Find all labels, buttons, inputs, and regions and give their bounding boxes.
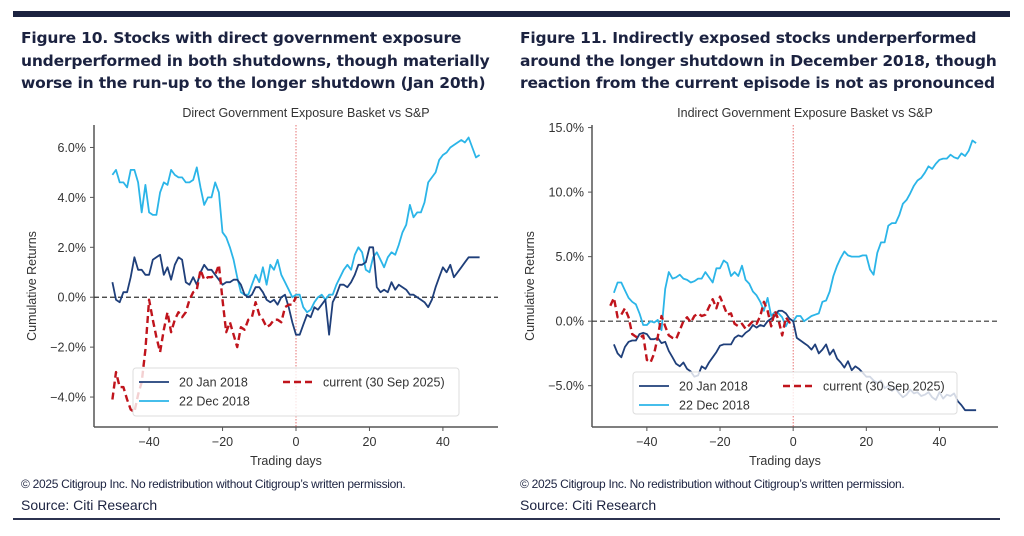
x-tick-label: 0 [790,435,797,449]
y-tick-label: −5.0% [548,379,584,393]
y-tick-label: 4.0% [58,191,87,205]
figure-10-source: Source: Citi Research [21,497,158,513]
x-tick-label: 40 [933,435,947,449]
chart-title: Direct Government Exposure Basket vs S&P [182,106,429,120]
y-axis-label: Cumulative Returns [523,231,537,341]
y-tick-label: 15.0% [549,121,584,135]
y-tick-label: 0.0% [58,291,87,305]
legend-label-dec2018: 22 Dec 2018 [179,395,250,409]
chart-title: Indirect Government Exposure Basket vs S… [677,106,933,120]
y-tick-label: 5.0% [556,250,585,264]
series-line-dec2018 [613,139,977,332]
figure-10-title: Figure 10. Stocks with direct government… [21,27,501,95]
y-tick-label: −4.0% [50,391,86,405]
title-line: worse in the run-up to the longer shutdo… [21,74,486,92]
legend-box [632,371,958,415]
legend-label-jan2018: 20 Jan 2018 [179,376,248,390]
title-line: underperformed in both shutdowns, though… [21,51,490,70]
x-tick-label: 20 [363,435,377,449]
y-tick-label: 2.0% [58,241,87,255]
title-line: around the longer shutdown in December 2… [520,51,997,70]
bottom-rule-left [13,518,512,520]
y-tick-label: −2.0% [50,341,86,355]
top-rule-right [512,11,1010,17]
x-tick-label: −40 [138,435,159,449]
series-line-jan2018 [111,246,480,336]
y-tick-label: 0.0% [556,315,585,329]
x-tick-label: −20 [212,435,233,449]
title-line: Figure 10. Stocks with direct government… [21,29,462,47]
series-line-current [609,295,794,364]
figure-10-chart: Direct Government Exposure Basket vs S&P… [25,106,498,468]
x-tick-label: 0 [293,435,300,449]
x-tick-label: −40 [636,435,657,449]
y-tick-label: 10.0% [549,186,584,200]
y-tick-label: 6.0% [58,141,87,155]
x-axis-label: Trading days [250,454,322,468]
legend-label-current: current (30 Sep 2025) [323,376,445,390]
legend-label-jan2018: 20 Jan 2018 [679,380,748,394]
legend-label-current: current (30 Sep 2025) [823,380,945,394]
x-tick-label: 40 [436,435,450,449]
bottom-rule-right [512,518,1000,520]
title-line: Figure 11. Indirectly exposed stocks und… [520,29,977,47]
legend-label-dec2018: 22 Dec 2018 [679,399,750,413]
figure-11-source: Source: Citi Research [520,497,657,513]
top-rule-left [13,11,512,17]
title-line: reaction from the current episode is not… [520,74,995,92]
figure-11-copyright: © 2025 Citigroup Inc. No redistribution … [520,477,905,491]
x-axis-label: Trading days [749,454,821,468]
y-axis-label: Cumulative Returns [25,231,39,341]
legend-box [132,367,460,417]
x-tick-label: 20 [859,435,873,449]
series-line-dec2018 [111,136,481,314]
figure-11-chart: Indirect Government Exposure Basket vs S… [523,106,998,468]
x-tick-label: −20 [709,435,730,449]
figure-11-title: Figure 11. Indirectly exposed stocks und… [520,27,1010,95]
figure-10-copyright: © 2025 Citigroup Inc. No redistribution … [21,477,406,491]
